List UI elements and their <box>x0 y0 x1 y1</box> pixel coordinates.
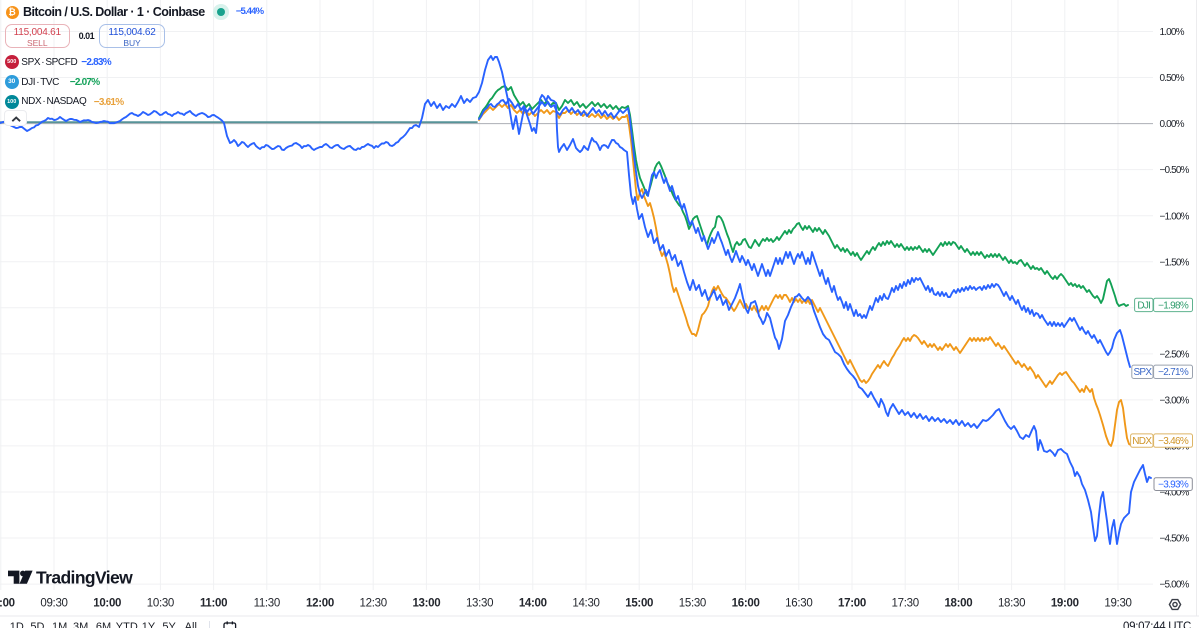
svg-text:16:30: 16:30 <box>785 598 812 610</box>
svg-text:19:30: 19:30 <box>1104 598 1131 610</box>
svg-text:14:30: 14:30 <box>572 598 599 610</box>
svg-text:10:30: 10:30 <box>147 598 174 610</box>
svg-text:−4.50%: −4.50% <box>1160 534 1190 545</box>
svg-text:−2.50%: −2.50% <box>1160 350 1190 361</box>
svg-text:10:00: 10:00 <box>93 598 121 610</box>
svg-text:−0.50%: −0.50% <box>1160 165 1190 176</box>
svg-text:15:30: 15:30 <box>679 598 706 610</box>
svg-text:TradingView: TradingView <box>36 568 133 587</box>
svg-text:NDX: NDX <box>1132 436 1152 447</box>
svg-text:−5.00%: −5.00% <box>1160 580 1190 591</box>
svg-text:09:30: 09:30 <box>40 598 67 610</box>
svg-text:1.00%: 1.00% <box>1160 27 1185 38</box>
svg-text:15:00: 15:00 <box>625 598 653 610</box>
svg-text:14:00: 14:00 <box>519 598 547 610</box>
svg-text:17:30: 17:30 <box>892 598 919 610</box>
svg-text:17:00: 17:00 <box>838 598 866 610</box>
svg-text:SPX: SPX <box>1133 367 1152 378</box>
svg-text:0.00%: 0.00% <box>1160 119 1185 130</box>
svg-text:16:00: 16:00 <box>732 598 760 610</box>
svg-text:−1.98%: −1.98% <box>1158 300 1189 311</box>
svg-text:09:00: 09:00 <box>0 598 15 610</box>
svg-text:13:30: 13:30 <box>466 598 493 610</box>
svg-text:−3.93%: −3.93% <box>1158 479 1189 490</box>
svg-text:11:00: 11:00 <box>200 598 227 610</box>
svg-text:12:30: 12:30 <box>360 598 387 610</box>
svg-text:12:00: 12:00 <box>306 598 334 610</box>
svg-text:−3.00%: −3.00% <box>1160 396 1190 407</box>
svg-text:−4.00%: −4.00% <box>1160 488 1190 499</box>
svg-text:18:00: 18:00 <box>944 598 972 610</box>
svg-text:−3.46%: −3.46% <box>1158 436 1189 447</box>
svg-text:−2.71%: −2.71% <box>1158 367 1189 378</box>
svg-text:19:00: 19:00 <box>1051 598 1079 610</box>
svg-text:DJI: DJI <box>1137 300 1150 311</box>
svg-text:−1.00%: −1.00% <box>1160 211 1190 222</box>
svg-text:18:30: 18:30 <box>998 598 1025 610</box>
svg-text:0.50%: 0.50% <box>1160 73 1185 84</box>
svg-text:13:00: 13:00 <box>412 598 440 610</box>
svg-text:−1.50%: −1.50% <box>1160 257 1190 268</box>
svg-text:11:30: 11:30 <box>254 598 280 610</box>
